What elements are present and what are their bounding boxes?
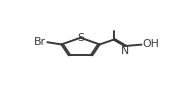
Text: OH: OH (142, 39, 159, 49)
Text: N: N (121, 46, 129, 56)
Text: Br: Br (34, 37, 46, 47)
Text: S: S (77, 33, 84, 43)
